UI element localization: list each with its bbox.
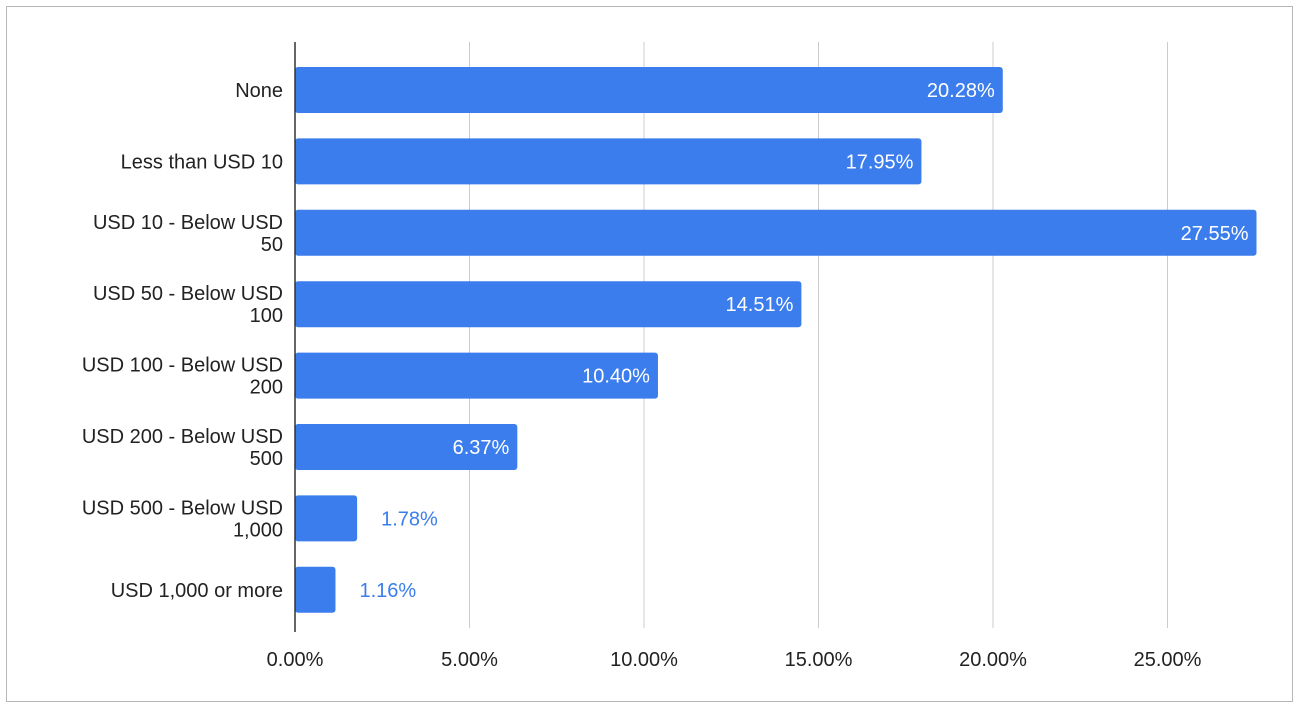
bar xyxy=(295,281,802,328)
category-label: USD 1,000 or more xyxy=(111,580,283,602)
data-label: 27.55% xyxy=(1181,223,1249,245)
category-label: USD 200 - Below USD xyxy=(82,426,283,448)
x-tick-label: 15.00% xyxy=(785,649,853,671)
bar xyxy=(295,424,518,470)
data-label: 1.78% xyxy=(381,508,438,530)
category-label: Less than USD 10 xyxy=(121,151,283,173)
x-tick-label: 5.00% xyxy=(441,649,498,671)
data-label: 17.95% xyxy=(846,151,914,173)
category-label: 1,000 xyxy=(233,519,283,541)
x-tick-label: 0.00% xyxy=(267,649,324,671)
category-label: USD 50 - Below USD xyxy=(93,283,283,305)
bar xyxy=(295,566,336,613)
category-label: 200 xyxy=(250,377,283,399)
category-label: USD 500 - Below USD xyxy=(82,497,283,519)
x-tick-label: 25.00% xyxy=(1134,649,1202,671)
bar xyxy=(295,352,658,399)
x-tick-label: 10.00% xyxy=(610,649,678,671)
data-label: 14.51% xyxy=(726,294,794,316)
bar xyxy=(295,209,1257,256)
category-label: 50 xyxy=(261,234,283,256)
labels: 0.00% 5.00% 10.00% 15.00% 20.00% 25.00% None 20… xyxy=(82,80,1249,671)
gridlines xyxy=(469,42,1168,628)
category-label: 100 xyxy=(250,305,283,327)
data-label: 1.16% xyxy=(359,580,416,602)
bar xyxy=(295,67,1003,113)
data-label: 6.37% xyxy=(453,437,510,459)
category-label: USD 100 - Below USD xyxy=(82,355,283,377)
data-label: 10.40% xyxy=(582,366,650,388)
category-label: None xyxy=(235,80,283,102)
category-label: USD 10 - Below USD xyxy=(93,212,283,234)
x-tick-label: 20.00% xyxy=(959,649,1027,671)
category-label: 500 xyxy=(250,448,283,470)
bar xyxy=(295,138,922,185)
bars xyxy=(295,67,1257,613)
bar xyxy=(295,495,358,542)
data-label: 20.28% xyxy=(927,80,995,102)
